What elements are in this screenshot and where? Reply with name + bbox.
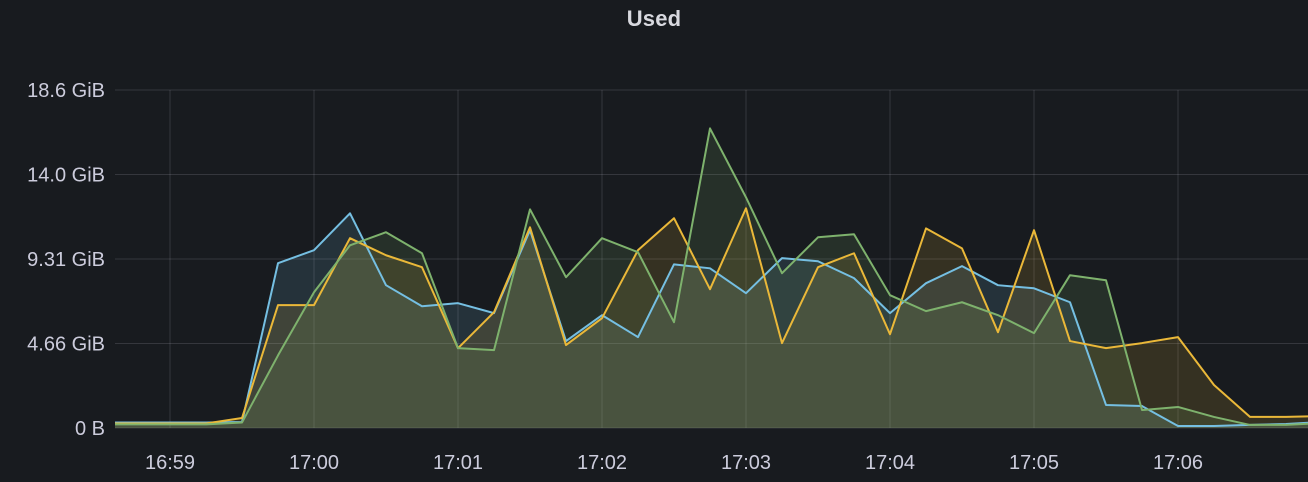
x-axis-tick-label: 17:04: [865, 452, 915, 474]
x-axis-tick-label: 17:02: [577, 452, 627, 474]
y-axis-tick-label: 0 B: [75, 418, 105, 440]
x-axis-tick-label: 17:00: [289, 452, 339, 474]
series-blue-line[interactable]: [98, 212, 1308, 428]
x-axis-tick-label: 17:01: [433, 452, 483, 474]
series-yellow-area: [115, 208, 1308, 428]
series-green-area: [115, 128, 1308, 428]
y-axis-tick-label: 9.31 GiB: [27, 249, 105, 271]
y-axis-tick-label: 4.66 GiB: [27, 334, 105, 356]
y-axis-tick-label: 14.0 GiB: [27, 165, 105, 187]
x-axis-tick-label: 17:06: [1153, 452, 1203, 474]
series-green-line[interactable]: [98, 127, 1308, 426]
x-axis-tick-label: 17:05: [1009, 452, 1059, 474]
y-axis-tick-label: 18.6 GiB: [27, 80, 105, 102]
x-axis-tick-label: 16:59: [145, 452, 195, 474]
series-areas: [115, 128, 1308, 428]
series-lines: [98, 127, 1308, 428]
axis-labels: 0 B 4.66 GiB 9.31 GiB 14.0 GiB 18.6 GiB 16:59…: [27, 80, 1203, 474]
panel-title: Used: [626, 6, 682, 31]
series-yellow-line[interactable]: [98, 207, 1308, 425]
series-blue-area: [115, 213, 1308, 428]
grid-lines: [115, 89, 1308, 429]
x-axis-tick-label: 17:03: [721, 452, 771, 474]
